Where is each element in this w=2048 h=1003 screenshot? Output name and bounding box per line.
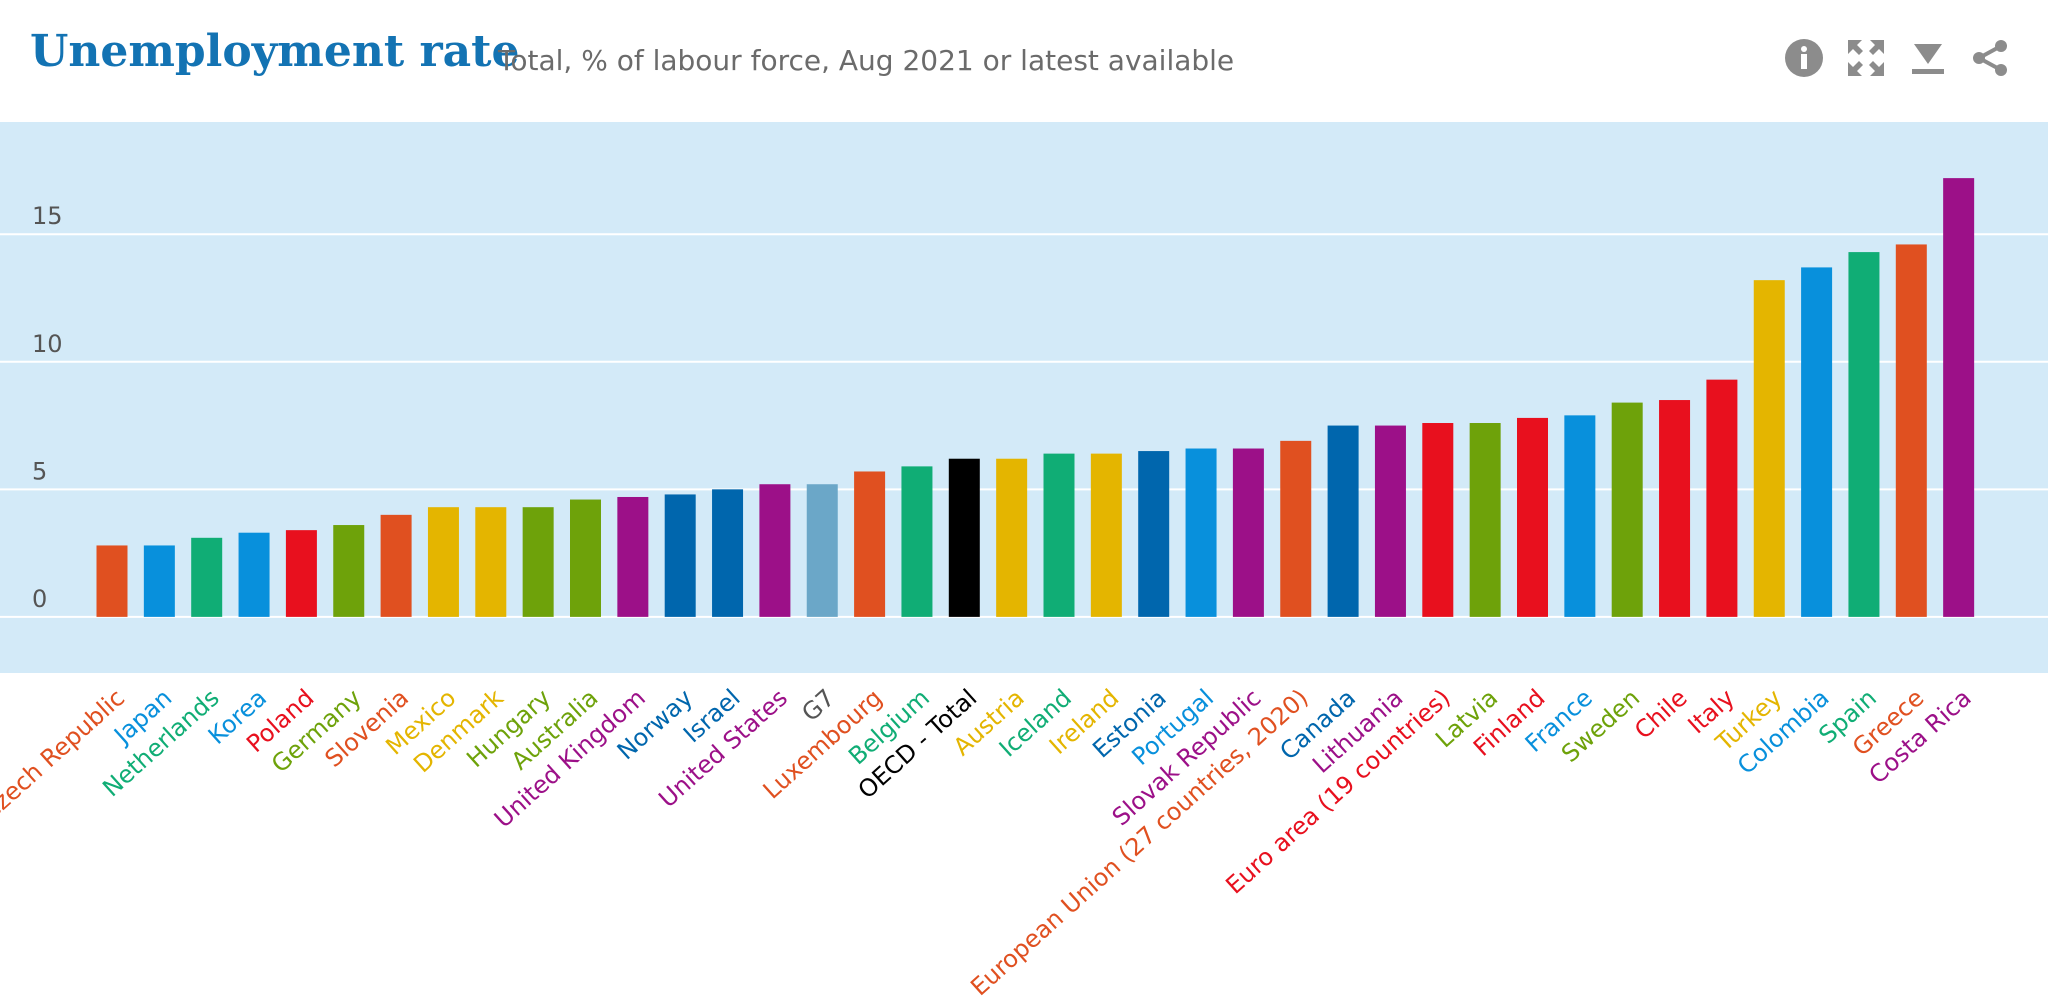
bar[interactable]	[1469, 423, 1501, 617]
bar[interactable]	[1848, 252, 1880, 617]
chart-subtitle: Total, % of labour force, Aug 2021 or la…	[498, 44, 1235, 77]
y-tick-label: 10	[32, 330, 63, 358]
bar[interactable]	[664, 494, 696, 617]
bar[interactable]	[570, 499, 601, 617]
bar[interactable]	[1659, 400, 1691, 617]
bar[interactable]	[712, 489, 744, 617]
bar[interactable]	[143, 545, 175, 617]
bar[interactable]	[1138, 451, 1170, 617]
bar[interactable]	[617, 496, 649, 617]
bar[interactable]	[238, 532, 270, 617]
chart-title: Unemployment rate	[30, 26, 520, 77]
bar[interactable]	[1043, 453, 1075, 617]
bar[interactable]	[1895, 244, 1927, 617]
x-axis-labels: Czech RepublicJapanNetherlandsKoreaPolan…	[0, 684, 1977, 1002]
bar[interactable]	[1564, 415, 1596, 617]
bar[interactable]	[1090, 453, 1122, 617]
bar[interactable]	[948, 458, 980, 617]
chart-header: Unemployment rate Total, % of labour for…	[0, 0, 2048, 122]
bar[interactable]	[285, 530, 317, 617]
chart-toolbar	[1784, 38, 2010, 78]
bar[interactable]	[996, 458, 1028, 617]
bar[interactable]	[1943, 178, 1975, 617]
y-tick-label: 15	[32, 202, 63, 230]
bars	[96, 178, 1975, 617]
bar[interactable]	[191, 537, 223, 617]
bar[interactable]	[1422, 423, 1454, 617]
bar[interactable]	[1706, 379, 1738, 617]
x-category-label: Czech Republic	[0, 684, 130, 827]
y-tick-label: 0	[32, 585, 47, 613]
bar[interactable]	[96, 545, 128, 617]
bar[interactable]	[1232, 448, 1264, 617]
bar[interactable]	[427, 507, 459, 617]
bar[interactable]	[901, 466, 933, 617]
info-icon[interactable]	[1784, 38, 1824, 78]
bar[interactable]	[1611, 402, 1643, 617]
bar[interactable]	[1801, 267, 1833, 617]
expand-icon[interactable]	[1846, 38, 1886, 78]
bar[interactable]	[1753, 280, 1785, 617]
bar[interactable]	[333, 525, 365, 617]
bar[interactable]	[806, 484, 838, 617]
y-axis-ticks: 0 5 10 15	[32, 202, 63, 613]
bar[interactable]	[522, 507, 554, 617]
bar[interactable]	[854, 471, 886, 617]
bar[interactable]	[380, 514, 412, 617]
y-tick-label: 5	[32, 457, 47, 485]
bar[interactable]	[1374, 425, 1406, 617]
download-icon[interactable]	[1908, 38, 1948, 78]
bar[interactable]	[1280, 440, 1312, 617]
bar[interactable]	[759, 484, 791, 617]
bar[interactable]	[475, 507, 507, 617]
x-category-label: Chile	[1629, 684, 1692, 745]
bar[interactable]	[1327, 425, 1359, 617]
bar[interactable]	[1185, 448, 1217, 617]
bar[interactable]	[1517, 417, 1548, 617]
share-icon[interactable]	[1970, 38, 2010, 78]
